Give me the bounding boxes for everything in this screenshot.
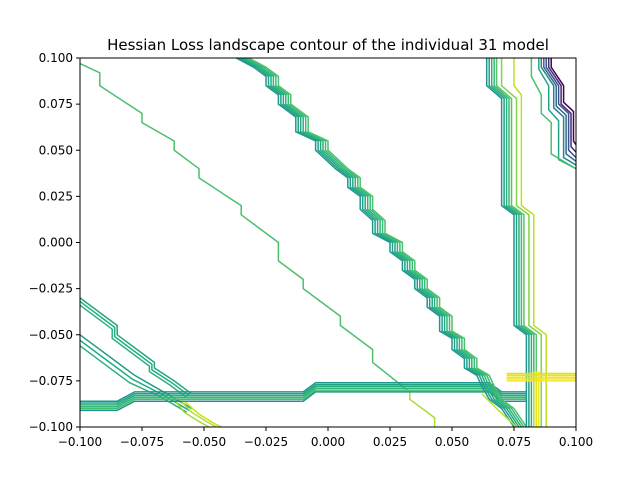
contour-line-43 [540,58,576,166]
y-tick-label: −0.050 [29,328,73,342]
x-tick-label: −0.075 [120,435,164,449]
y-axis: −0.100 −0.075 −0.050 −0.025 0.000 0.025 0.050 0… [29,51,80,434]
contour-line-13 [80,385,527,406]
contour-line-17 [235,58,515,427]
contour-line-25 [490,58,533,427]
contour-line-23 [485,58,528,427]
contour-line-45 [530,58,576,170]
contour-line-24 [488,58,530,427]
x-tick-label: 0.050 [435,435,469,449]
x-tick-label: −0.050 [182,435,226,449]
x-tick-label: 0.000 [311,435,345,449]
contour-line-19 [240,58,520,427]
contour-line-15 [80,389,527,410]
y-tick-label: −0.025 [29,282,73,296]
contour-line-42 [543,58,576,162]
contour-line-4 [80,304,188,399]
contour-line-12 [80,383,527,404]
y-tick-label: −0.100 [29,420,73,434]
x-tick-label: 0.100 [559,435,593,449]
contour-line-22 [248,58,528,427]
y-tick-label: 0.025 [39,189,73,203]
y-tick-label: 0.000 [39,236,73,250]
y-tick-label: 0.075 [39,97,73,111]
contour-line-39 [545,58,576,159]
x-tick-label: 0.025 [373,435,407,449]
contour-lines [80,58,576,427]
contour-line-21 [245,58,525,427]
contour-line-35 [481,393,518,427]
contour-line-44 [538,58,576,170]
contour-line-7 [80,345,187,413]
contour-line-41 [550,58,576,146]
chart-title: Hessian Loss landscape contour of the in… [107,36,549,54]
x-tick-label: −0.100 [58,435,102,449]
y-tick-label: −0.075 [29,374,73,388]
y-tick-label: 0.100 [39,51,73,65]
x-axis: −0.100 −0.075 −0.050 −0.025 0.000 0.025 0.050 0… [58,427,593,449]
contour-line-3 [80,300,190,397]
x-tick-label: −0.025 [244,435,288,449]
y-tick-label: 0.050 [39,143,73,157]
contour-line-29 [513,58,547,427]
contour-line-9 [178,398,217,427]
contour-line-8 [173,398,210,427]
contour-line-27 [495,58,538,427]
contour-line-1 [409,390,436,427]
contour-line-28 [500,58,543,427]
contour-line-18 [238,58,518,427]
contour-line-10 [183,400,222,427]
contour-line-20 [243,58,523,427]
contour-line-40 [547,58,576,153]
contour-line-26 [493,58,535,427]
contour-line-11 [80,381,527,402]
contour-line-2 [80,297,193,395]
contour-line-0 [80,62,408,391]
x-tick-label: 0.075 [497,435,531,449]
